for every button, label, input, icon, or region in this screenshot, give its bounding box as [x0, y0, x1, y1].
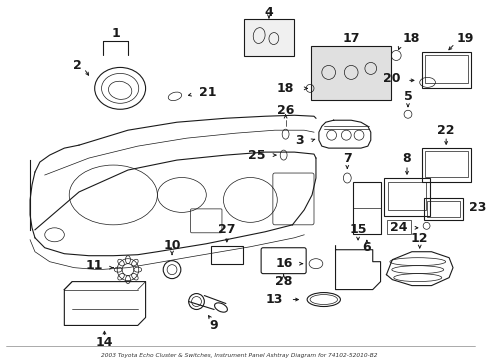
Text: 14: 14	[96, 336, 113, 349]
Text: 12: 12	[410, 232, 427, 245]
Text: 4: 4	[264, 6, 273, 19]
Text: 22: 22	[437, 124, 454, 137]
Text: 18: 18	[277, 82, 294, 95]
Text: 5: 5	[403, 90, 411, 103]
Text: 25: 25	[247, 149, 264, 162]
Text: 9: 9	[209, 319, 218, 332]
Text: 28: 28	[274, 275, 292, 288]
Text: 11: 11	[86, 259, 103, 272]
FancyBboxPatch shape	[243, 19, 294, 57]
Text: 26: 26	[276, 104, 294, 117]
Text: 21: 21	[199, 86, 217, 99]
Text: 13: 13	[265, 293, 282, 306]
Text: 20: 20	[382, 72, 399, 85]
Text: 17: 17	[342, 32, 359, 45]
Text: 16: 16	[275, 257, 292, 270]
Text: 7: 7	[342, 152, 351, 165]
Text: 24: 24	[389, 221, 406, 234]
Text: 2: 2	[73, 59, 81, 72]
FancyBboxPatch shape	[310, 45, 390, 100]
Text: 10: 10	[163, 239, 181, 252]
Text: 18: 18	[401, 32, 419, 45]
Text: 23: 23	[468, 201, 485, 215]
Text: 19: 19	[456, 32, 473, 45]
Text: 3: 3	[295, 134, 304, 147]
Text: 2003 Toyota Echo Cluster & Switches, Instrument Panel Ashtray Diagram for 74102-: 2003 Toyota Echo Cluster & Switches, Ins…	[101, 353, 377, 358]
Text: 6: 6	[362, 241, 370, 254]
Text: 15: 15	[348, 223, 366, 236]
Text: 1: 1	[112, 27, 121, 40]
Text: 8: 8	[402, 152, 410, 165]
Text: 27: 27	[218, 223, 235, 236]
